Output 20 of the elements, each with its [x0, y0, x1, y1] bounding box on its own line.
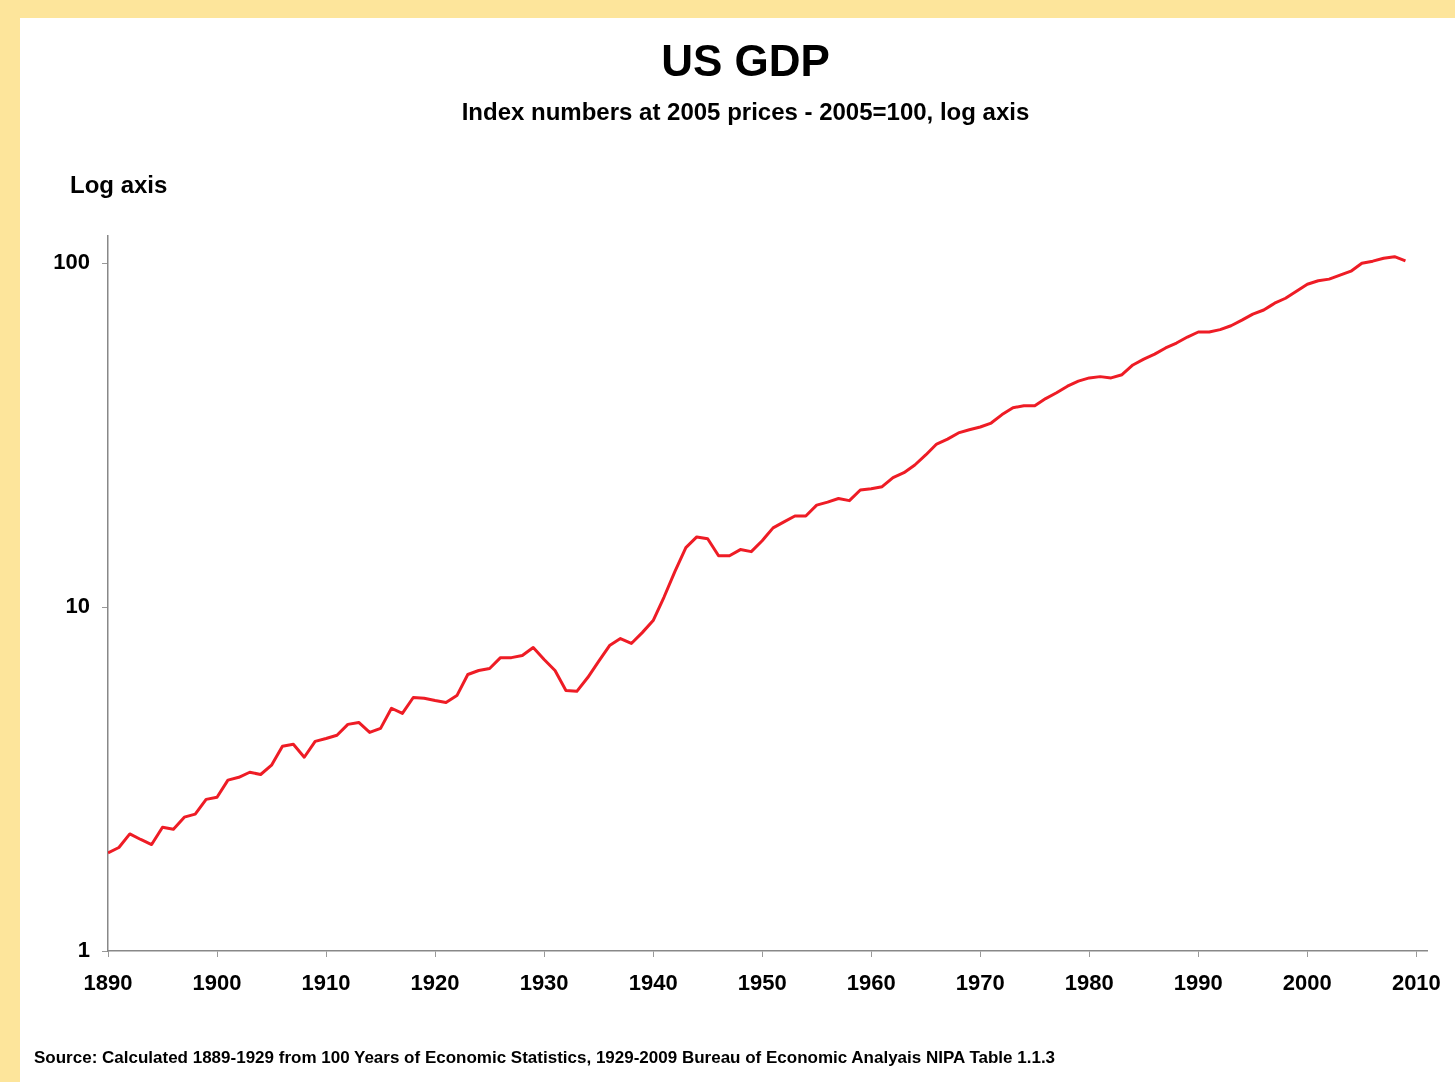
chart-subtitle: Index numbers at 2005 prices - 2005=100, log axis	[461, 98, 1030, 125]
y-tick-label: 10	[65, 593, 90, 619]
x-tick-label: 1920	[410, 970, 460, 996]
x-tick-label: 2000	[1282, 970, 1332, 996]
x-tick-label: 2010	[1391, 970, 1441, 996]
x-tick-label: 1940	[628, 970, 678, 996]
y-tick-label: 1	[77, 937, 90, 963]
x-tick-label: 1950	[737, 970, 787, 996]
y-axis-title: Log axis	[70, 171, 168, 198]
x-tick-label: 1990	[1173, 970, 1223, 996]
x-tick-label: 1900	[192, 970, 242, 996]
x-tick-label: 1970	[955, 970, 1005, 996]
y-tick-label: 100	[53, 249, 90, 275]
chart-title: US GDP	[661, 36, 830, 85]
x-tick-label: 1890	[83, 970, 133, 996]
x-tick-label: 1960	[846, 970, 896, 996]
x-tick-label: 1930	[519, 970, 569, 996]
x-tick-label: 1910	[301, 970, 351, 996]
x-tick-label: 1980	[1064, 970, 1114, 996]
source-note: Source: Calculated 1889-1929 from 100 Years of Economic Statistics, 1929-2009 Bureau of Economic Analyais NIPA Table 1.1.3	[34, 1048, 1056, 1068]
